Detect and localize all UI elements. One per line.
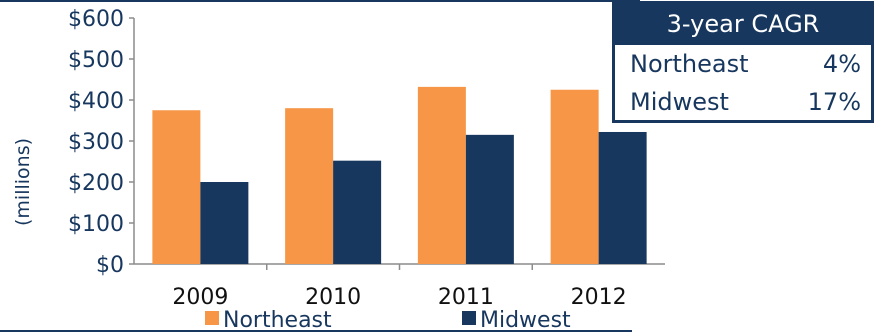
x-category-label: 2011 bbox=[438, 285, 494, 310]
bottom-border-line bbox=[0, 330, 632, 332]
y-tick-label: $400 bbox=[68, 89, 124, 114]
x-category-label: 2010 bbox=[305, 285, 361, 310]
cagr-region-label: Midwest bbox=[630, 88, 729, 116]
bar-midwest-2011 bbox=[465, 134, 514, 264]
cagr-row-midwest: Midwest 17% bbox=[615, 83, 871, 121]
cagr-table-title: 3-year CAGR bbox=[615, 4, 871, 45]
legend-swatch-northeast bbox=[205, 311, 219, 325]
y-tick-labels: $0 $100 $200 $300 $400 $500 $600 bbox=[68, 7, 124, 278]
y-tick-label: $600 bbox=[68, 7, 124, 32]
y-tick-label: $500 bbox=[68, 48, 124, 73]
bar-midwest-2009 bbox=[200, 182, 249, 264]
bar-northeast-2012 bbox=[550, 89, 599, 264]
y-tick-label: $0 bbox=[96, 253, 124, 278]
cagr-table: 3-year CAGR Northeast 4% Midwest 17% bbox=[612, 1, 874, 123]
y-tick-label: $200 bbox=[68, 171, 124, 196]
cagr-value: 4% bbox=[822, 50, 861, 78]
bar-midwest-2012 bbox=[598, 131, 647, 264]
cagr-row-northeast: Northeast 4% bbox=[615, 45, 871, 83]
y-tick-label: $100 bbox=[68, 212, 124, 237]
bar-northeast-2010 bbox=[285, 108, 334, 264]
x-category-label: 2009 bbox=[172, 285, 228, 310]
legend-label-midwest: Midwest bbox=[480, 308, 571, 333]
top-border-line bbox=[0, 0, 640, 2]
legend: Northeast Midwest bbox=[205, 308, 571, 333]
y-axis-label: (millions) bbox=[12, 138, 34, 226]
bar-midwest-2010 bbox=[333, 160, 382, 264]
bar-northeast-2011 bbox=[417, 86, 466, 264]
x-category-labels: 2009 2010 2011 2012 bbox=[172, 285, 626, 310]
y-tick-label: $300 bbox=[68, 130, 124, 155]
bar-northeast-2009 bbox=[152, 110, 201, 264]
legend-label-northeast: Northeast bbox=[223, 308, 332, 333]
x-category-label: 2012 bbox=[571, 285, 627, 310]
cagr-value: 17% bbox=[807, 88, 861, 116]
cagr-region-label: Northeast bbox=[630, 50, 749, 78]
legend-swatch-midwest bbox=[462, 311, 476, 325]
chart-bars bbox=[152, 86, 647, 264]
